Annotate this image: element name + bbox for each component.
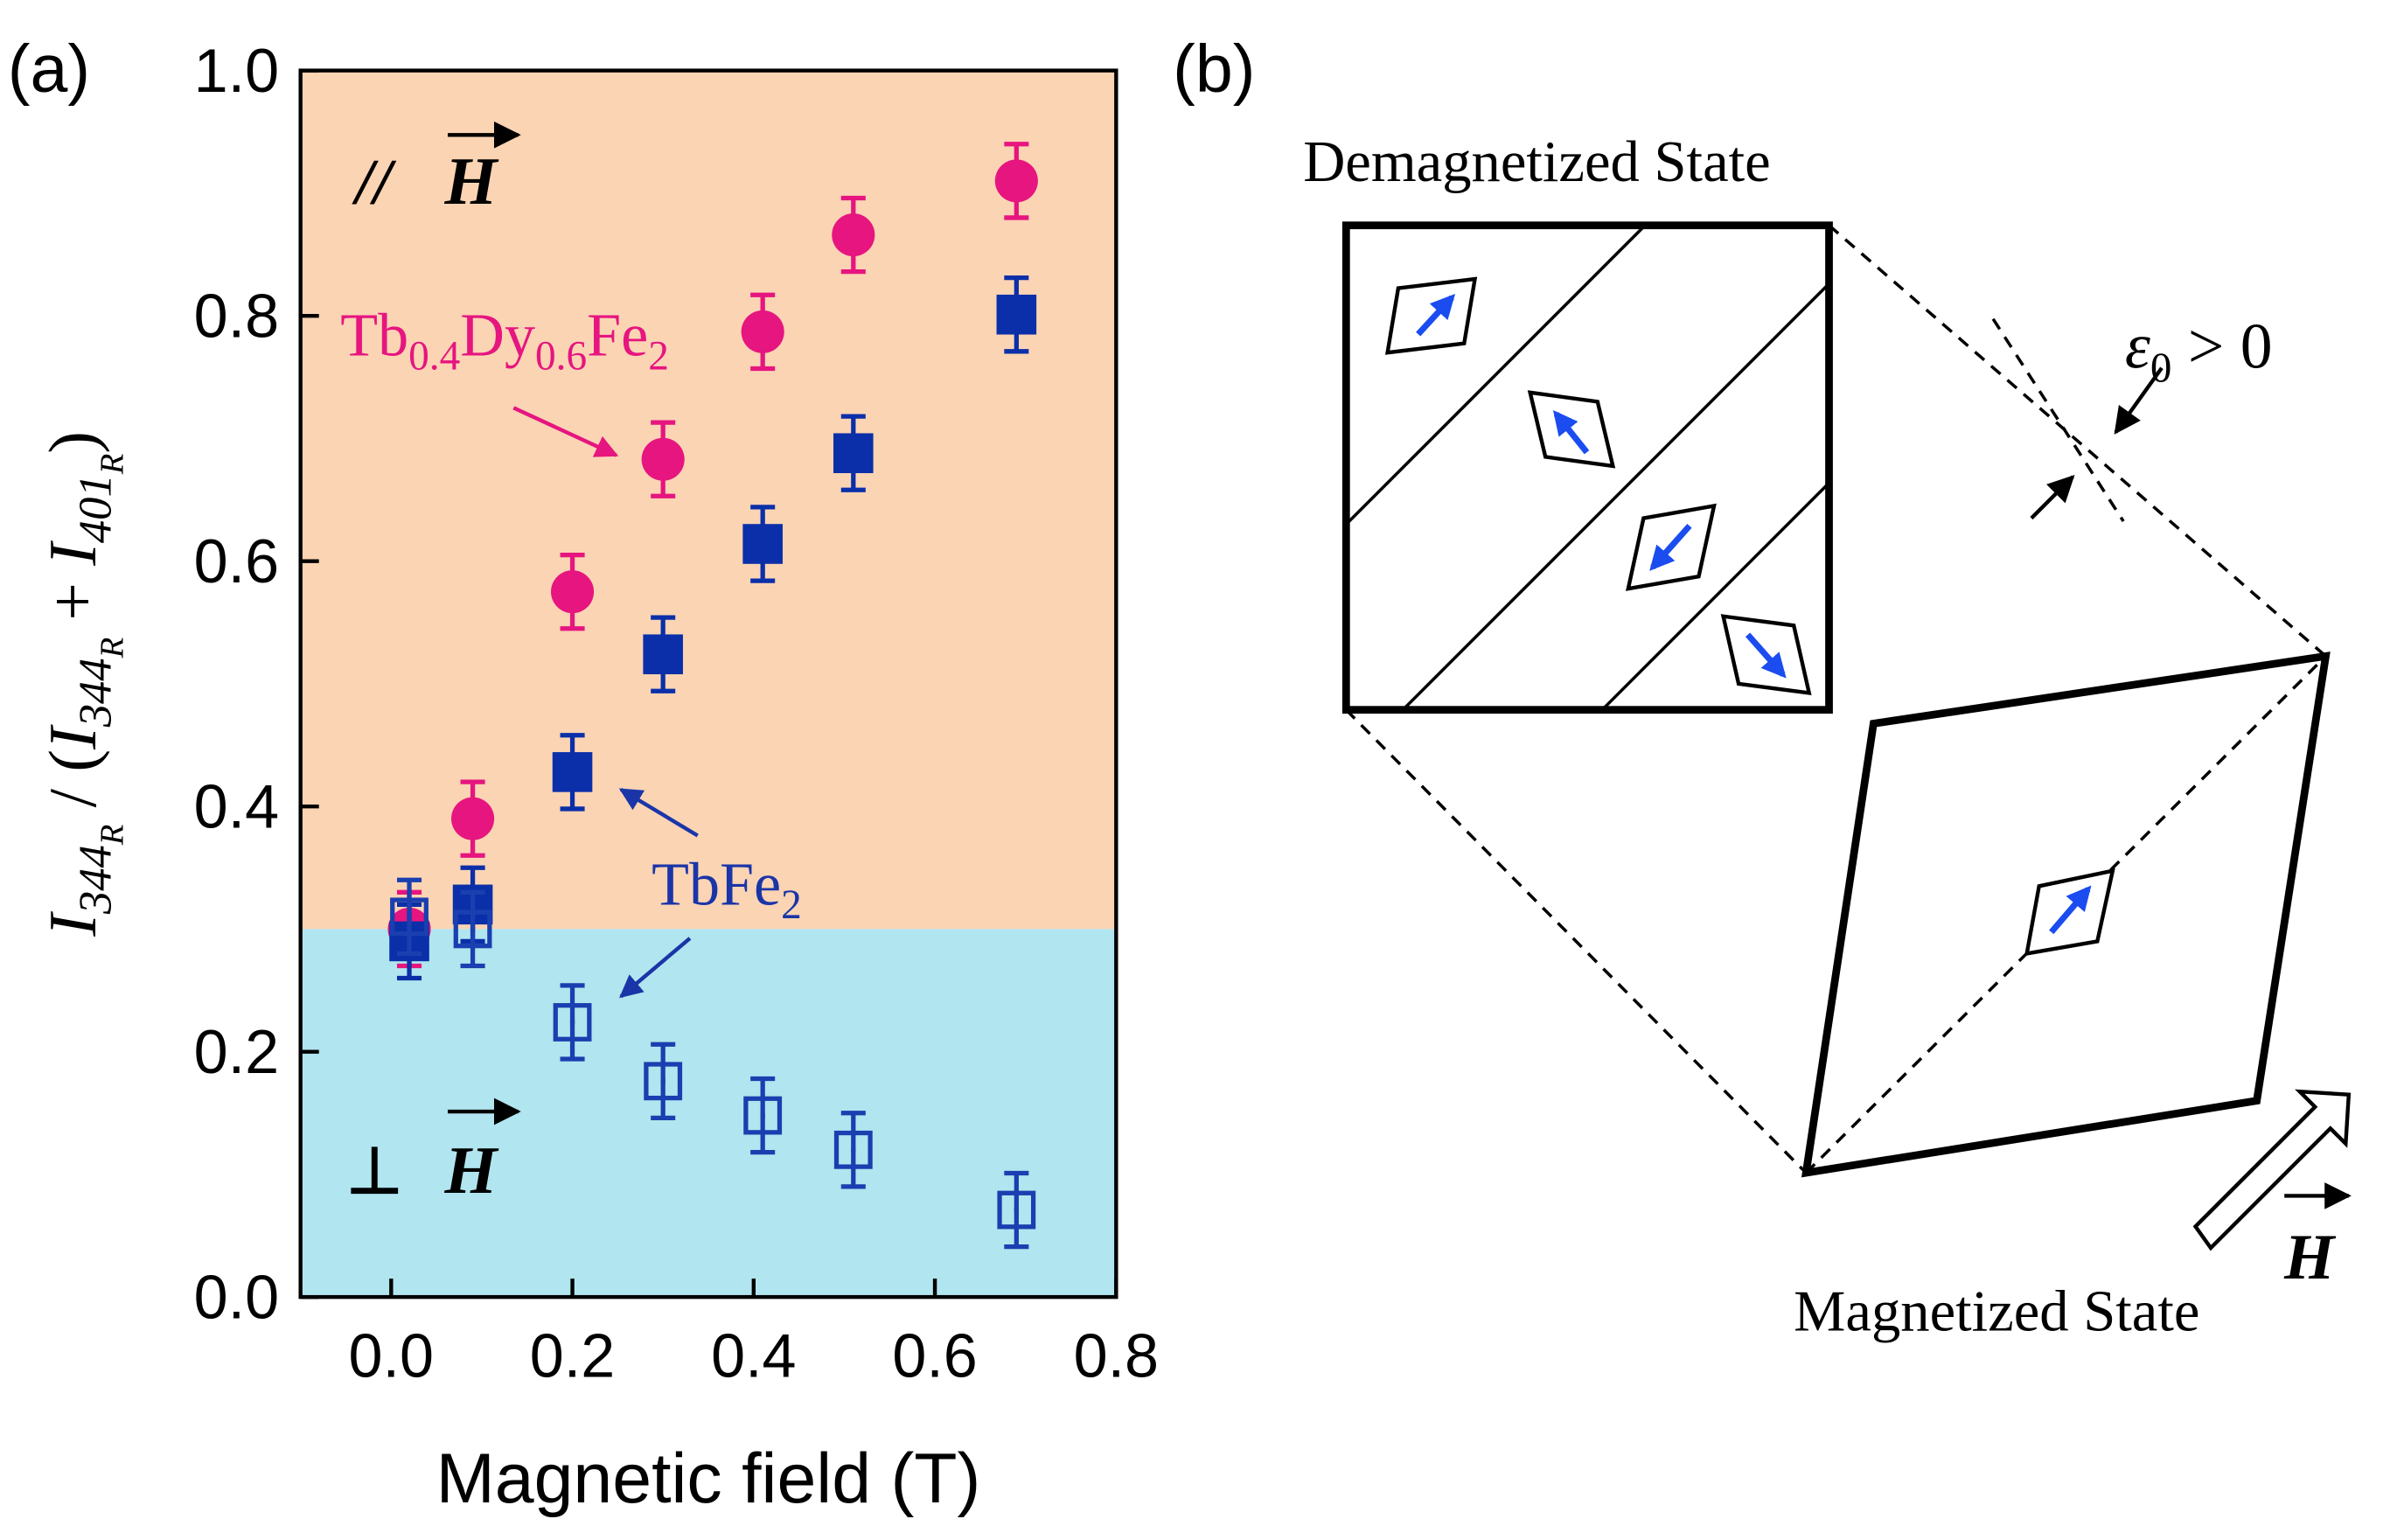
plot-frame (298, 68, 1118, 1300)
x-axis-label: Magnetic field (T) (436, 1439, 981, 1518)
field-symbol: H (443, 143, 498, 219)
domain-walls (1346, 225, 1829, 710)
point (833, 1130, 873, 1169)
annotation-arrow (619, 937, 692, 999)
point (453, 909, 492, 949)
diagram: Demagnetized State Magnetized State (1303, 130, 2352, 1344)
y-axis-label-part: R (94, 825, 130, 847)
annotation-arrow (618, 787, 699, 838)
panel-label: (a) (8, 31, 90, 107)
y-axis-label-part: / ( (35, 749, 110, 825)
annotation-part: 0.4 (408, 333, 460, 379)
region-label: // (352, 146, 397, 218)
annotation-part: 0.6 (535, 333, 587, 379)
y-axis-label-part: I (35, 911, 110, 937)
strain-part: > 0 (2171, 310, 2272, 382)
series (389, 275, 1037, 981)
y-axis-label-part: I (35, 724, 110, 750)
point (641, 437, 685, 481)
y-tick-label: 0.6 (194, 527, 279, 596)
spin-arrows (1416, 293, 2092, 935)
point (643, 634, 683, 675)
annotation: TbFe2 (652, 851, 802, 928)
regions (300, 70, 1117, 1298)
point-dot (660, 1078, 665, 1084)
annotation-part: 2 (648, 333, 669, 379)
panel-label: (b) (1173, 31, 1255, 107)
strain-arrow (2114, 366, 2164, 435)
point (994, 159, 1038, 203)
strain-part: ε (2125, 310, 2150, 382)
point (451, 797, 495, 840)
point (743, 1096, 783, 1135)
y-tick-label: 0.2 (194, 1018, 279, 1086)
x-tick-label: 0.8 (1074, 1321, 1159, 1390)
point (833, 433, 874, 474)
point-dot (569, 1020, 575, 1025)
point (997, 1190, 1036, 1230)
y-axis-label-part: ) (35, 431, 110, 454)
annotation-part: Dy (460, 303, 535, 370)
point (552, 752, 593, 792)
point-dot (407, 914, 412, 919)
y-axis-label-part: I (35, 540, 110, 567)
y-axis-label-part: R (94, 638, 130, 659)
y-axis-label: I344R / (I344R + I401R) (35, 431, 131, 937)
y-tick-label: 0.0 (194, 1264, 279, 1332)
point (390, 897, 429, 937)
point (644, 1062, 683, 1101)
region (300, 929, 1117, 1298)
point (832, 213, 875, 257)
magnetized-label: Magnetized State (1794, 1280, 2199, 1344)
strain-arrow (2030, 475, 2075, 520)
x-tick-label: 0.0 (349, 1321, 434, 1390)
field-arrow (2192, 1089, 2352, 1251)
point (551, 570, 595, 614)
point (553, 1003, 592, 1042)
point (996, 294, 1037, 335)
magnetized-parallelogram (1801, 652, 2331, 1178)
x-tick-label: 0.4 (711, 1321, 796, 1390)
y-tick-label: 0.8 (194, 282, 279, 351)
y-axis-label-part: 401 (70, 474, 121, 543)
point-dot (760, 1112, 765, 1118)
demagnetized-label: Demagnetized State (1303, 130, 1771, 194)
annotation-part: 2 (781, 882, 802, 928)
plot: 0.0 0.2 0.4 0.6 0.8 0.0 0.2 0.4 0.6 0.8 1.0 Magneti… (35, 37, 1159, 1518)
annotation-part: Tb (340, 303, 408, 370)
strain-label: ε0 > 0 (2125, 310, 2273, 392)
region (300, 70, 1117, 930)
demagnetized-square (1341, 221, 1833, 714)
point (741, 310, 784, 353)
x-tick-label: 0.2 (530, 1321, 615, 1390)
point (742, 524, 783, 564)
field-symbol: H (443, 1132, 498, 1208)
y-tick-label: 1.0 (194, 37, 279, 105)
annotation: Tb0.4Dy0.6Fe2 (340, 303, 669, 380)
region-label: ⊥ (346, 1135, 402, 1207)
x-tick-label: 0.6 (892, 1321, 977, 1390)
point-dot (851, 1147, 856, 1153)
strain-part: 0 (2150, 344, 2172, 392)
y-axis-label-part: R (94, 454, 130, 476)
point-dot (470, 926, 476, 932)
vector-arrows (447, 121, 2352, 1209)
annotation-part: TbFe (652, 851, 781, 918)
y-axis-label-part: + (35, 566, 110, 638)
annotation-arrow (512, 406, 619, 457)
point-dot (1014, 1207, 1019, 1213)
series (390, 877, 1036, 1250)
field-symbol: H (2283, 1221, 2337, 1293)
y-axis-label-part: 344 (70, 845, 121, 915)
annotation-part: Fe (587, 303, 648, 370)
y-tick-label: 0.4 (194, 773, 279, 841)
y-axis-label-part: 344 (70, 658, 121, 728)
